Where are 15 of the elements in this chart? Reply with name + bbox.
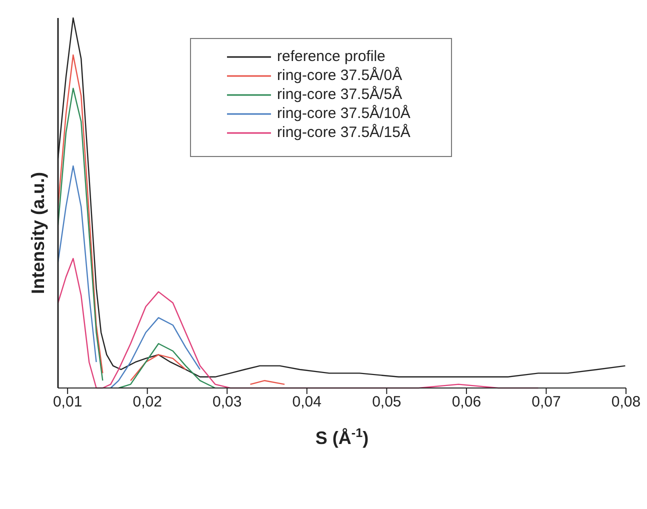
legend-label: reference profile <box>277 47 386 66</box>
legend-label: ring-core 37.5Å/0Å <box>277 66 402 85</box>
x-tick-label: 0,06 <box>452 394 482 411</box>
x-tick-label: 0,07 <box>532 394 561 411</box>
x-tick-label: 0,08 <box>611 394 641 411</box>
x-tick-label: 0,03 <box>212 394 242 411</box>
x-tick-label: 0,01 <box>52 394 82 411</box>
x-tick-label: 0,02 <box>132 394 162 411</box>
legend-label: ring-core 37.5Å/5Å <box>277 85 402 104</box>
legend-label: ring-core 37.5Å/10Å <box>277 104 410 123</box>
x-tick-label: 0,05 <box>372 394 402 411</box>
y-axis-title: Intensity (a.u.) <box>28 172 48 294</box>
x-axis-title: S (Å$^{-1}$) <box>315 426 369 448</box>
legend-label: ring-core 37.5Å/15Å <box>277 123 410 142</box>
x-tick-label: 0,04 <box>292 394 322 411</box>
